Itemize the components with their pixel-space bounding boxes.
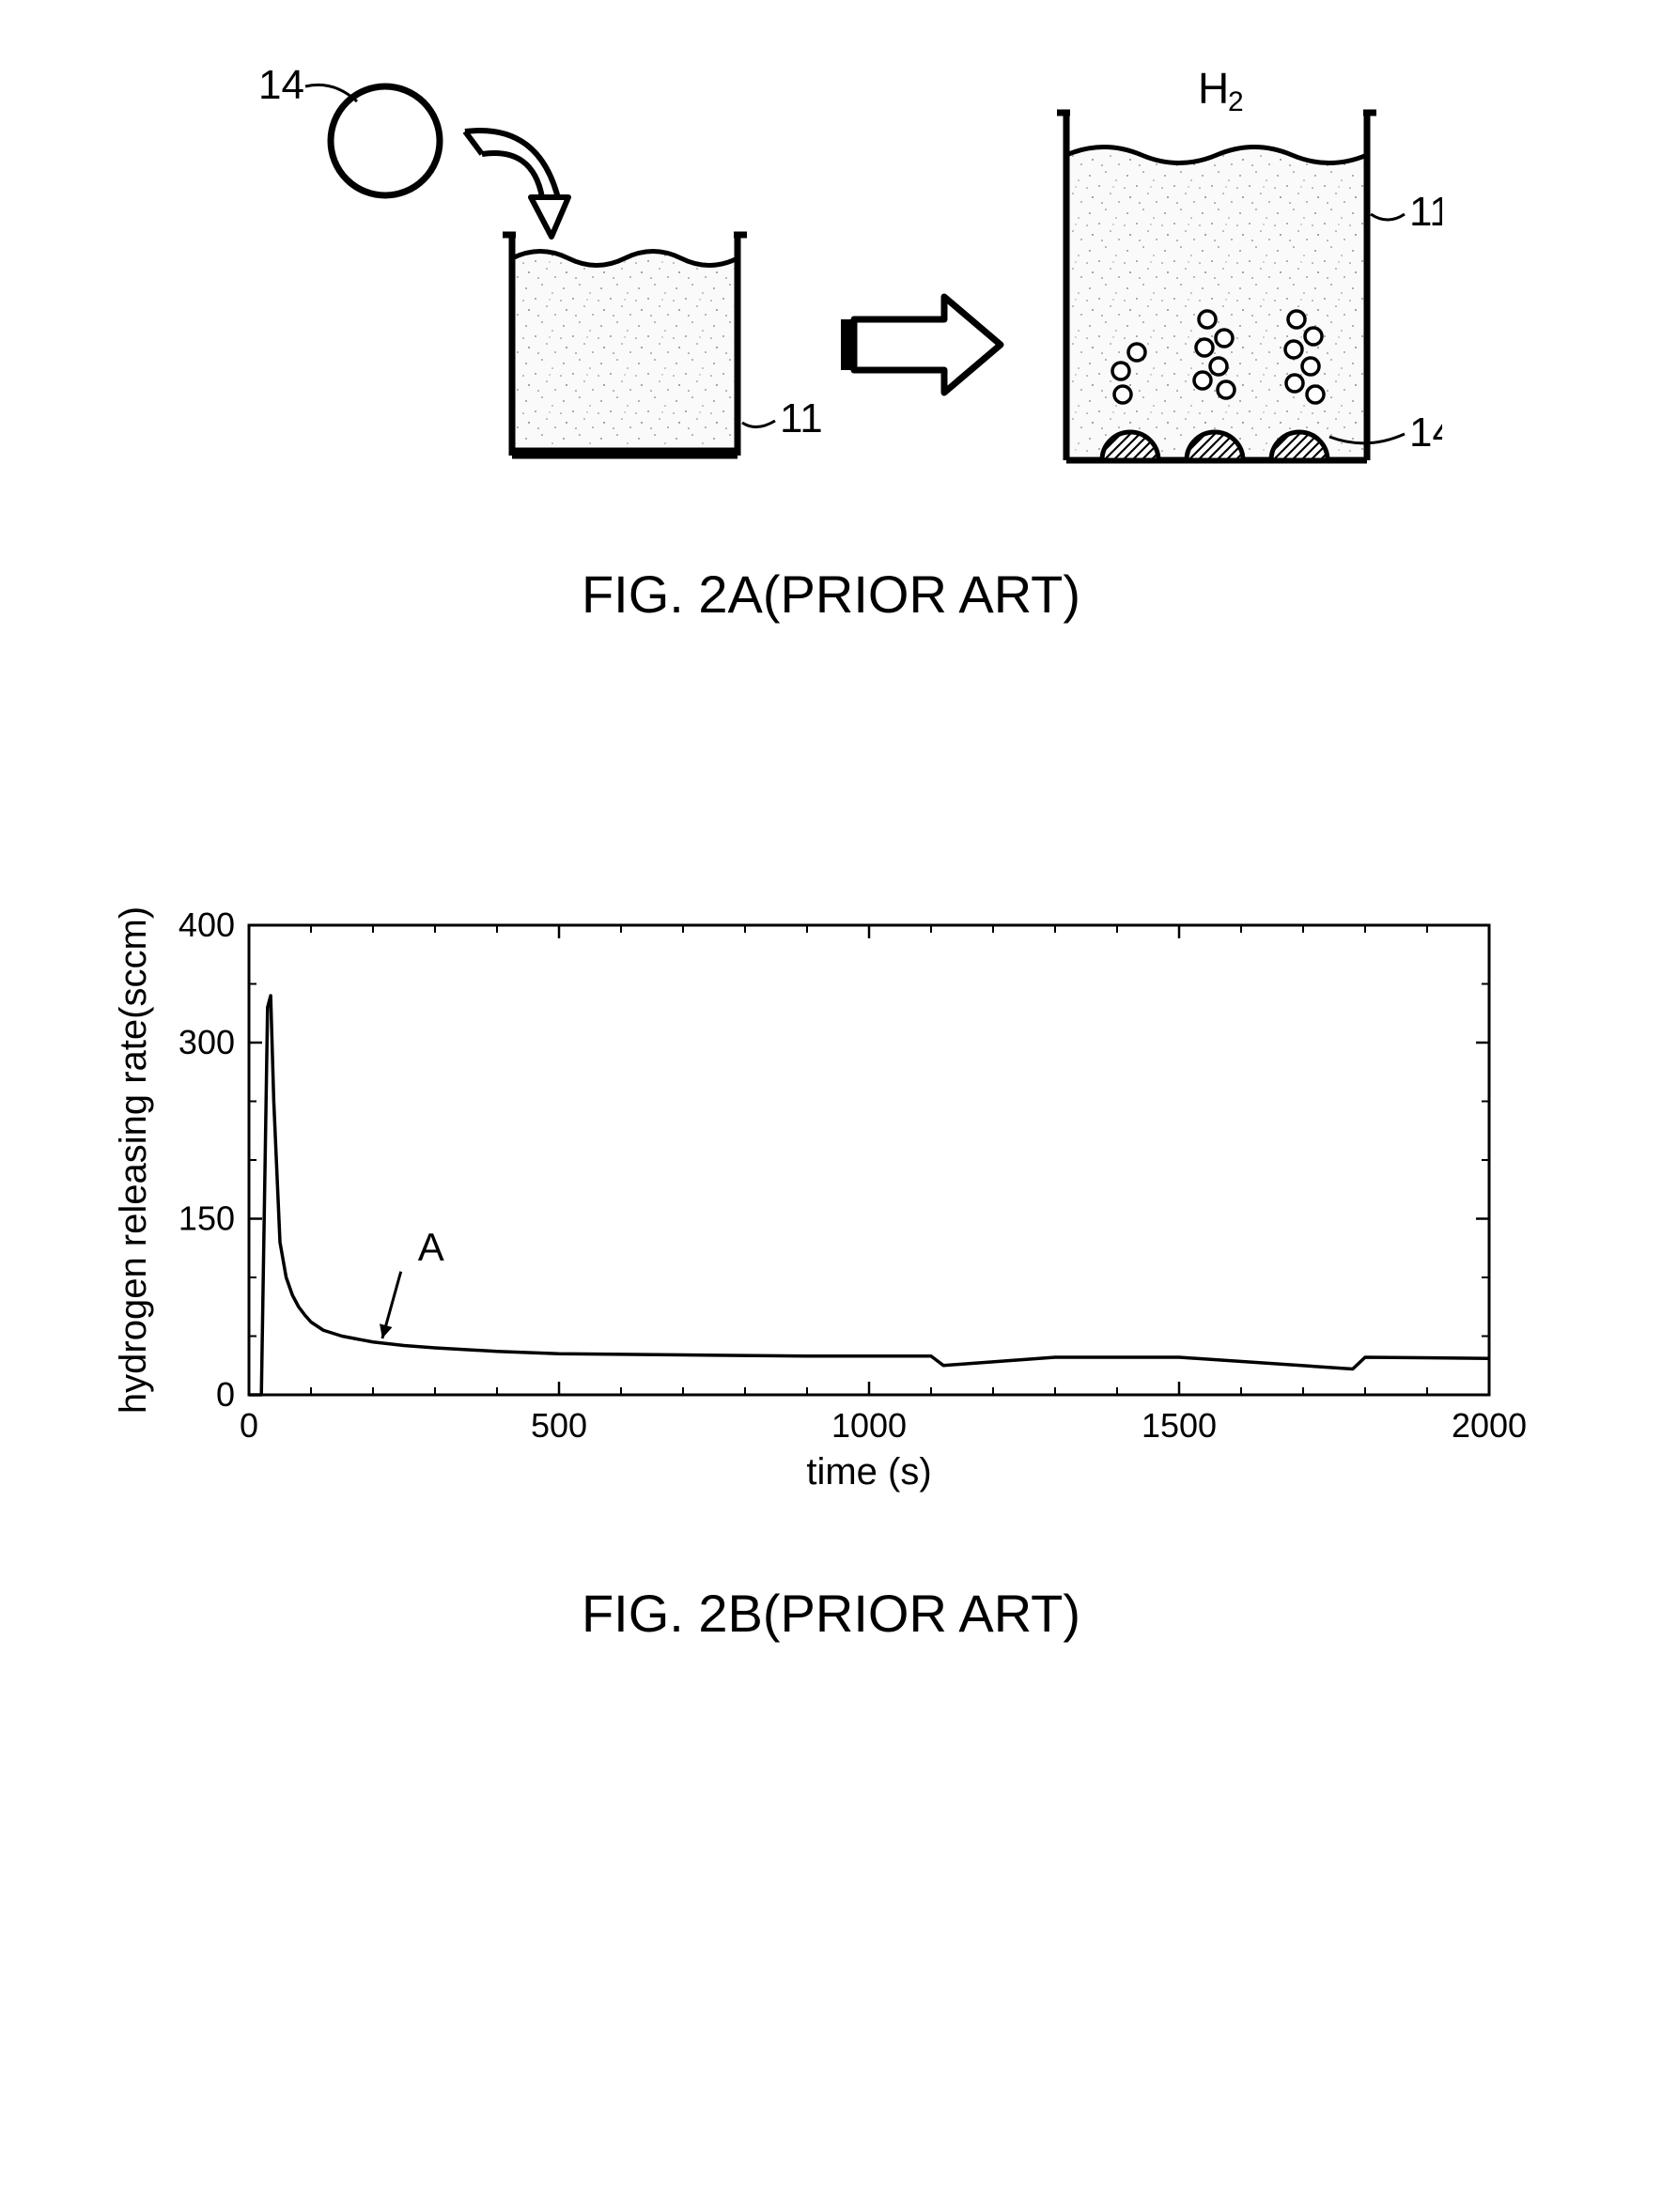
right-beaker: [1057, 113, 1376, 460]
fuel-ball-14: [331, 86, 440, 195]
svg-text:150: 150: [178, 1199, 234, 1238]
label-11-left: 11: [780, 395, 823, 441]
fig2a-caption: FIG. 2A(PRIOR ART): [221, 564, 1442, 625]
drop-arrow: [465, 131, 568, 237]
svg-text:H: H: [1198, 64, 1229, 113]
svg-text:2000: 2000: [1451, 1406, 1526, 1445]
process-arrow: [841, 297, 1001, 393]
fig2b-chart: 0 500 1000 1500 2000 0 150 300 400 Atime (s) hydro…: [80, 888, 1583, 1545]
svg-text:300: 300: [178, 1023, 234, 1061]
svg-text:500: 500: [530, 1406, 586, 1445]
svg-text:2: 2: [1228, 86, 1244, 117]
svg-text:hydrogen releasing rate(sccm): hydrogen releasing rate(sccm): [113, 906, 154, 1414]
figure-2b: 0 500 1000 1500 2000 0 150 300 400 Atime (s) hydro…: [80, 700, 1583, 1644]
fig2a-diagram: 14 11: [221, 56, 1442, 526]
svg-text:1000: 1000: [831, 1406, 906, 1445]
label-14-right: 14: [1409, 410, 1442, 456]
label-11-right: 11: [1409, 189, 1442, 235]
svg-text:0: 0: [215, 1375, 234, 1414]
label-14-left: 14: [258, 62, 304, 108]
left-beaker: [503, 235, 747, 460]
fig2b-caption: FIG. 2B(PRIOR ART): [80, 1583, 1583, 1644]
svg-text:400: 400: [178, 905, 234, 944]
svg-text:time (s): time (s): [806, 1451, 931, 1493]
svg-text:1500: 1500: [1141, 1406, 1216, 1445]
figure-2a: 14 11: [221, 56, 1442, 625]
svg-text:A: A: [417, 1225, 443, 1269]
label-h2: H 2: [1198, 64, 1244, 117]
svg-text:0: 0: [239, 1406, 257, 1445]
